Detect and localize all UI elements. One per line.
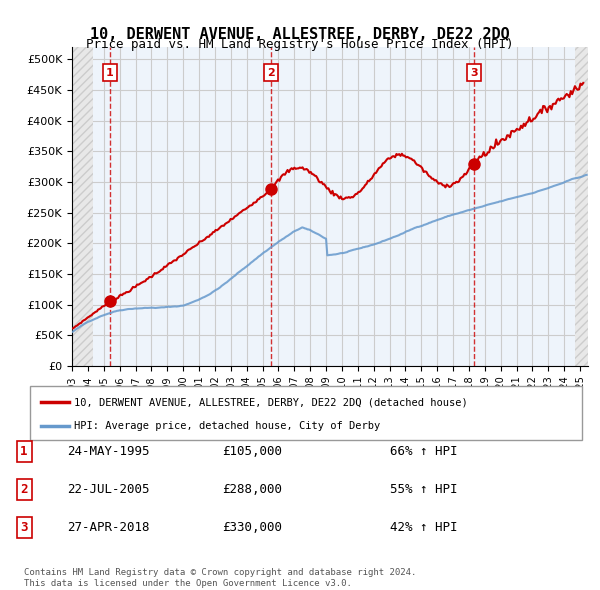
Text: £330,000: £330,000 bbox=[222, 521, 282, 534]
Text: 3: 3 bbox=[470, 68, 478, 78]
Text: 66% ↑ HPI: 66% ↑ HPI bbox=[390, 445, 458, 458]
Text: 55% ↑ HPI: 55% ↑ HPI bbox=[390, 483, 458, 496]
Text: £105,000: £105,000 bbox=[222, 445, 282, 458]
Text: 10, DERWENT AVENUE, ALLESTREE, DERBY, DE22 2DQ (detached house): 10, DERWENT AVENUE, ALLESTREE, DERBY, DE… bbox=[74, 398, 468, 407]
Text: Contains HM Land Registry data © Crown copyright and database right 2024.: Contains HM Land Registry data © Crown c… bbox=[24, 568, 416, 576]
Text: 2: 2 bbox=[268, 68, 275, 78]
Bar bbox=[575, 47, 588, 366]
Text: 10, DERWENT AVENUE, ALLESTREE, DERBY, DE22 2DQ: 10, DERWENT AVENUE, ALLESTREE, DERBY, DE… bbox=[90, 27, 510, 41]
Text: Price paid vs. HM Land Registry's House Price Index (HPI): Price paid vs. HM Land Registry's House … bbox=[86, 38, 514, 51]
Text: 1: 1 bbox=[106, 68, 114, 78]
FancyBboxPatch shape bbox=[30, 386, 582, 440]
Text: 24-MAY-1995: 24-MAY-1995 bbox=[67, 445, 149, 458]
Text: This data is licensed under the Open Government Licence v3.0.: This data is licensed under the Open Gov… bbox=[24, 579, 352, 588]
Text: 1: 1 bbox=[20, 445, 28, 458]
Text: 2: 2 bbox=[20, 483, 28, 496]
Text: 27-APR-2018: 27-APR-2018 bbox=[67, 521, 149, 534]
Text: 3: 3 bbox=[20, 521, 28, 534]
Text: 22-JUL-2005: 22-JUL-2005 bbox=[67, 483, 149, 496]
Text: £288,000: £288,000 bbox=[222, 483, 282, 496]
Bar bbox=[72, 47, 92, 366]
Text: 42% ↑ HPI: 42% ↑ HPI bbox=[390, 521, 458, 534]
Text: HPI: Average price, detached house, City of Derby: HPI: Average price, detached house, City… bbox=[74, 421, 380, 431]
